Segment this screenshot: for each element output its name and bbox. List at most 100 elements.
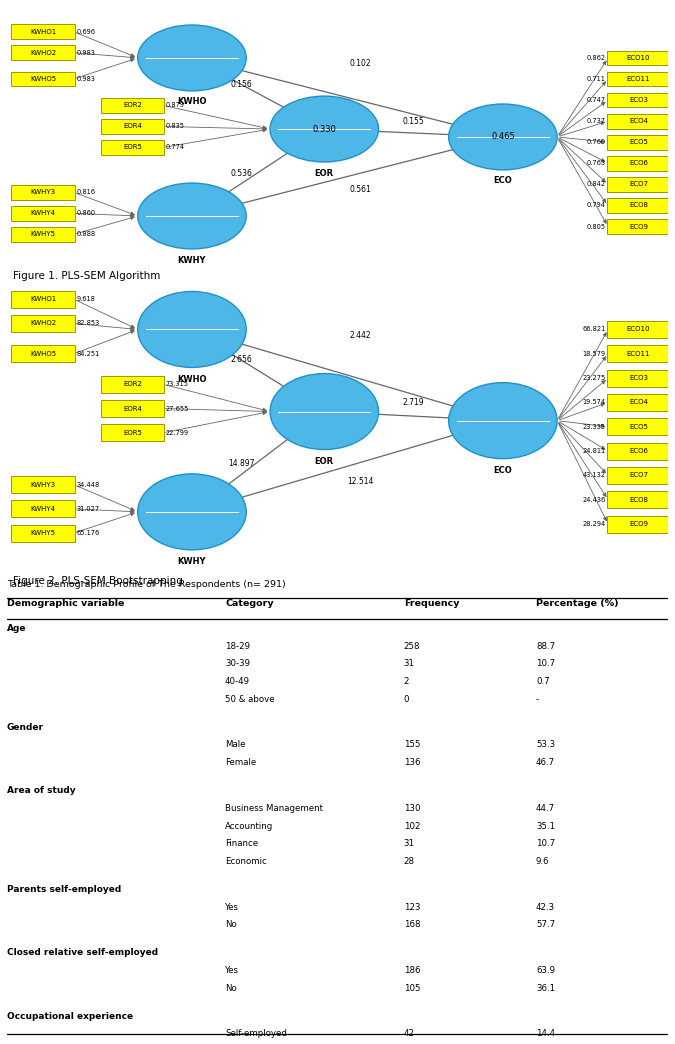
FancyBboxPatch shape <box>101 424 164 442</box>
FancyBboxPatch shape <box>607 491 670 508</box>
Text: 186: 186 <box>404 966 420 975</box>
Ellipse shape <box>270 96 379 162</box>
Text: KWHY3: KWHY3 <box>30 189 56 195</box>
Text: Female: Female <box>225 758 256 767</box>
Text: 34.448: 34.448 <box>76 481 99 488</box>
Text: 0.983: 0.983 <box>76 50 95 55</box>
Text: 0.536: 0.536 <box>231 169 252 179</box>
Text: 0.763: 0.763 <box>587 161 605 166</box>
Text: KWHO2: KWHO2 <box>30 50 56 55</box>
FancyBboxPatch shape <box>101 140 164 155</box>
FancyBboxPatch shape <box>101 98 164 113</box>
Text: No: No <box>225 921 237 929</box>
Text: Yes: Yes <box>225 903 239 911</box>
Text: Frequency: Frequency <box>404 599 459 609</box>
Text: EOR2: EOR2 <box>123 102 142 109</box>
Text: 43.132: 43.132 <box>583 472 605 478</box>
FancyBboxPatch shape <box>11 206 75 220</box>
Text: ECO3: ECO3 <box>629 97 648 103</box>
FancyBboxPatch shape <box>101 119 164 134</box>
FancyBboxPatch shape <box>11 227 75 242</box>
Text: ECO11: ECO11 <box>626 351 650 357</box>
Text: KWHO5: KWHO5 <box>30 76 56 82</box>
Text: Gender: Gender <box>7 722 44 732</box>
Text: 28.294: 28.294 <box>582 521 605 527</box>
Text: 24.436: 24.436 <box>582 497 605 503</box>
Text: ECO5: ECO5 <box>629 139 648 145</box>
Text: 0.696: 0.696 <box>76 28 95 34</box>
Text: KWHO: KWHO <box>178 97 207 106</box>
Text: 27.655: 27.655 <box>165 405 189 411</box>
Text: 44.7: 44.7 <box>536 804 555 813</box>
Text: Age: Age <box>7 624 26 633</box>
Text: 65.176: 65.176 <box>76 530 99 537</box>
Text: 30-39: 30-39 <box>225 660 250 668</box>
FancyBboxPatch shape <box>607 394 670 411</box>
Text: 0.816: 0.816 <box>76 189 95 195</box>
Text: 0: 0 <box>404 695 409 704</box>
Text: KWHY5: KWHY5 <box>30 232 55 237</box>
Text: ECO8: ECO8 <box>629 497 648 503</box>
Text: ECO10: ECO10 <box>626 55 650 61</box>
Text: 0.835: 0.835 <box>165 123 184 129</box>
Text: KWHO5: KWHO5 <box>30 351 56 357</box>
Text: KWHY3: KWHY3 <box>30 481 56 488</box>
FancyBboxPatch shape <box>607 50 670 66</box>
Text: Self-employed: Self-employed <box>225 1029 287 1039</box>
Ellipse shape <box>270 374 379 450</box>
Text: ECO: ECO <box>493 176 512 186</box>
Text: ECO9: ECO9 <box>629 521 648 527</box>
Text: 0.102: 0.102 <box>350 58 371 68</box>
Text: EOR2: EOR2 <box>123 381 142 387</box>
Text: Percentage (%): Percentage (%) <box>536 599 618 609</box>
Text: ECO4: ECO4 <box>629 118 648 124</box>
Text: 9.618: 9.618 <box>76 296 95 302</box>
Text: ECO6: ECO6 <box>629 448 648 454</box>
FancyBboxPatch shape <box>607 72 670 87</box>
Text: KWHY5: KWHY5 <box>30 530 55 537</box>
FancyBboxPatch shape <box>607 219 670 234</box>
Text: 0.794: 0.794 <box>587 203 605 209</box>
Text: 57.7: 57.7 <box>536 921 555 929</box>
Text: 66.821: 66.821 <box>582 327 605 332</box>
Ellipse shape <box>138 474 246 550</box>
Text: Area of study: Area of study <box>7 786 76 796</box>
Text: Figure 2. PLS-SEM Bootstrapping: Figure 2. PLS-SEM Bootstrapping <box>14 575 183 586</box>
FancyBboxPatch shape <box>11 45 75 60</box>
Text: EOR: EOR <box>315 168 334 177</box>
FancyBboxPatch shape <box>607 156 670 170</box>
Ellipse shape <box>138 25 246 91</box>
FancyBboxPatch shape <box>11 525 75 542</box>
FancyBboxPatch shape <box>607 114 670 128</box>
Text: Accounting: Accounting <box>225 822 273 831</box>
Text: 136: 136 <box>404 758 420 767</box>
Text: 0.879: 0.879 <box>165 102 184 109</box>
Text: 88.7: 88.7 <box>536 642 555 650</box>
Text: ECO10: ECO10 <box>626 327 650 332</box>
Text: 28: 28 <box>404 857 414 865</box>
FancyBboxPatch shape <box>607 419 670 435</box>
Text: 82.853: 82.853 <box>76 321 99 327</box>
Text: ECO: ECO <box>493 467 512 475</box>
Text: 0.760: 0.760 <box>587 139 605 145</box>
Text: ECO9: ECO9 <box>629 223 648 230</box>
Text: 2: 2 <box>404 678 409 686</box>
Text: Yes: Yes <box>225 966 239 975</box>
Text: 40-49: 40-49 <box>225 678 250 686</box>
Text: Finance: Finance <box>225 839 258 849</box>
Ellipse shape <box>449 104 557 170</box>
Text: 2.719: 2.719 <box>403 398 425 407</box>
Text: 168: 168 <box>404 921 420 929</box>
Text: 53.3: 53.3 <box>536 740 555 750</box>
Ellipse shape <box>138 291 246 367</box>
Ellipse shape <box>138 183 246 248</box>
FancyBboxPatch shape <box>607 346 670 362</box>
Text: KWHY4: KWHY4 <box>30 210 55 216</box>
Text: 2.656: 2.656 <box>231 355 252 364</box>
FancyBboxPatch shape <box>607 135 670 149</box>
FancyBboxPatch shape <box>101 376 164 393</box>
FancyBboxPatch shape <box>11 24 75 39</box>
Text: 0.862: 0.862 <box>587 55 605 61</box>
Text: KWHO: KWHO <box>178 375 207 384</box>
FancyBboxPatch shape <box>11 72 75 87</box>
